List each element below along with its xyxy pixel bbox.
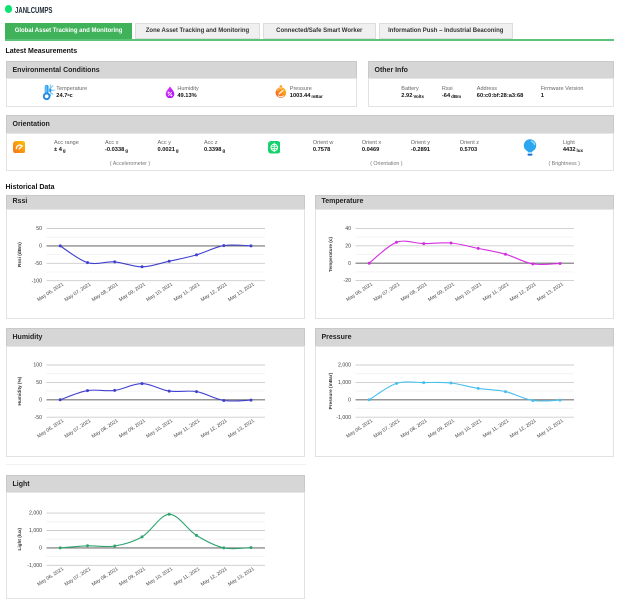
svg-text:50: 50 — [36, 226, 42, 232]
svg-text:0: 0 — [348, 397, 351, 403]
svg-text:May 09, 2021: May 09, 2021 — [118, 418, 147, 440]
svg-text:2,000: 2,000 — [338, 363, 351, 369]
svg-text:May 08, 2021: May 08, 2021 — [399, 418, 428, 440]
svg-text:-1,000: -1,000 — [336, 415, 351, 421]
svg-text:0: 0 — [39, 243, 42, 249]
svg-text:May 07, 2021: May 07, 2021 — [63, 418, 92, 440]
svg-text:May 13, 2021: May 13, 2021 — [536, 418, 565, 440]
svg-text:May 10, 2021: May 10, 2021 — [145, 281, 174, 303]
svg-text:May 08, 2021: May 08, 2021 — [90, 418, 119, 440]
svg-text:May 11, 2021: May 11, 2021 — [481, 281, 509, 302]
svg-text:May 08, 2021: May 08, 2021 — [399, 281, 428, 303]
svg-text:May 13, 2021: May 13, 2021 — [227, 418, 256, 440]
svg-text:May 06, 2021: May 06, 2021 — [36, 566, 65, 588]
svg-text:May 10, 2021: May 10, 2021 — [145, 418, 174, 440]
svg-text:May 12, 2021: May 12, 2021 — [199, 418, 228, 440]
svg-text:May 12, 2021: May 12, 2021 — [199, 281, 228, 303]
svg-text:-50: -50 — [34, 260, 42, 266]
svg-text:May 07, 2021: May 07, 2021 — [372, 418, 401, 440]
svg-text:May 12, 2021: May 12, 2021 — [508, 281, 537, 303]
svg-text:-50: -50 — [34, 415, 42, 421]
svg-text:-100: -100 — [31, 278, 41, 284]
svg-text:May 13, 2021: May 13, 2021 — [536, 281, 565, 303]
svg-text:May 06, 2021: May 06, 2021 — [36, 418, 65, 440]
svg-text:0: 0 — [348, 260, 351, 266]
svg-text:May 13, 2021: May 13, 2021 — [227, 566, 256, 588]
svg-text:May 11, 2021: May 11, 2021 — [172, 418, 200, 439]
svg-text:May 13, 2021: May 13, 2021 — [227, 281, 256, 303]
svg-text:May 06, 2021: May 06, 2021 — [36, 281, 65, 303]
svg-text:May 09, 2021: May 09, 2021 — [427, 281, 456, 303]
svg-text:Light (lux): Light (lux) — [17, 527, 22, 550]
svg-text:Humidity (%): Humidity (%) — [17, 376, 22, 405]
svg-text:May 11, 2021: May 11, 2021 — [481, 418, 509, 439]
svg-text:Rssi (dBm): Rssi (dBm) — [17, 241, 22, 266]
svg-text:May 10, 2021: May 10, 2021 — [454, 418, 483, 440]
svg-text:40: 40 — [345, 226, 351, 232]
svg-text:May 09, 2021: May 09, 2021 — [427, 418, 456, 440]
svg-text:May 10, 2021: May 10, 2021 — [145, 566, 174, 588]
svg-text:May 06, 2021: May 06, 2021 — [345, 281, 374, 303]
svg-text:May 06, 2021: May 06, 2021 — [345, 418, 374, 440]
svg-text:May 11, 2021: May 11, 2021 — [172, 566, 200, 587]
svg-text:May 11, 2021: May 11, 2021 — [172, 281, 200, 302]
svg-text:Temperature (c): Temperature (c) — [328, 236, 333, 272]
svg-text:2,000: 2,000 — [29, 510, 42, 516]
svg-text:-20: -20 — [343, 278, 351, 284]
svg-text:0: 0 — [39, 545, 42, 551]
svg-text:May 10, 2021: May 10, 2021 — [454, 281, 483, 303]
svg-text:Pressure (mBar): Pressure (mBar) — [328, 372, 333, 409]
svg-text:May 07, 2021: May 07, 2021 — [63, 566, 92, 588]
svg-text:May 09, 2021: May 09, 2021 — [118, 281, 147, 303]
svg-text:1,000: 1,000 — [338, 380, 351, 386]
svg-text:May 07, 2021: May 07, 2021 — [63, 281, 92, 303]
svg-text:20: 20 — [345, 243, 351, 249]
svg-text:May 12, 2021: May 12, 2021 — [199, 566, 228, 588]
svg-text:-1,000: -1,000 — [27, 562, 42, 568]
svg-text:May 09, 2021: May 09, 2021 — [118, 566, 147, 588]
svg-text:May 08, 2021: May 08, 2021 — [90, 566, 119, 588]
svg-text:May 08, 2021: May 08, 2021 — [90, 281, 119, 303]
svg-text:100: 100 — [33, 363, 42, 369]
svg-text:0: 0 — [39, 397, 42, 403]
svg-text:May 07, 2021: May 07, 2021 — [372, 281, 401, 303]
svg-text:50: 50 — [36, 380, 42, 386]
svg-text:1,000: 1,000 — [29, 528, 42, 534]
svg-text:May 12, 2021: May 12, 2021 — [508, 418, 537, 440]
